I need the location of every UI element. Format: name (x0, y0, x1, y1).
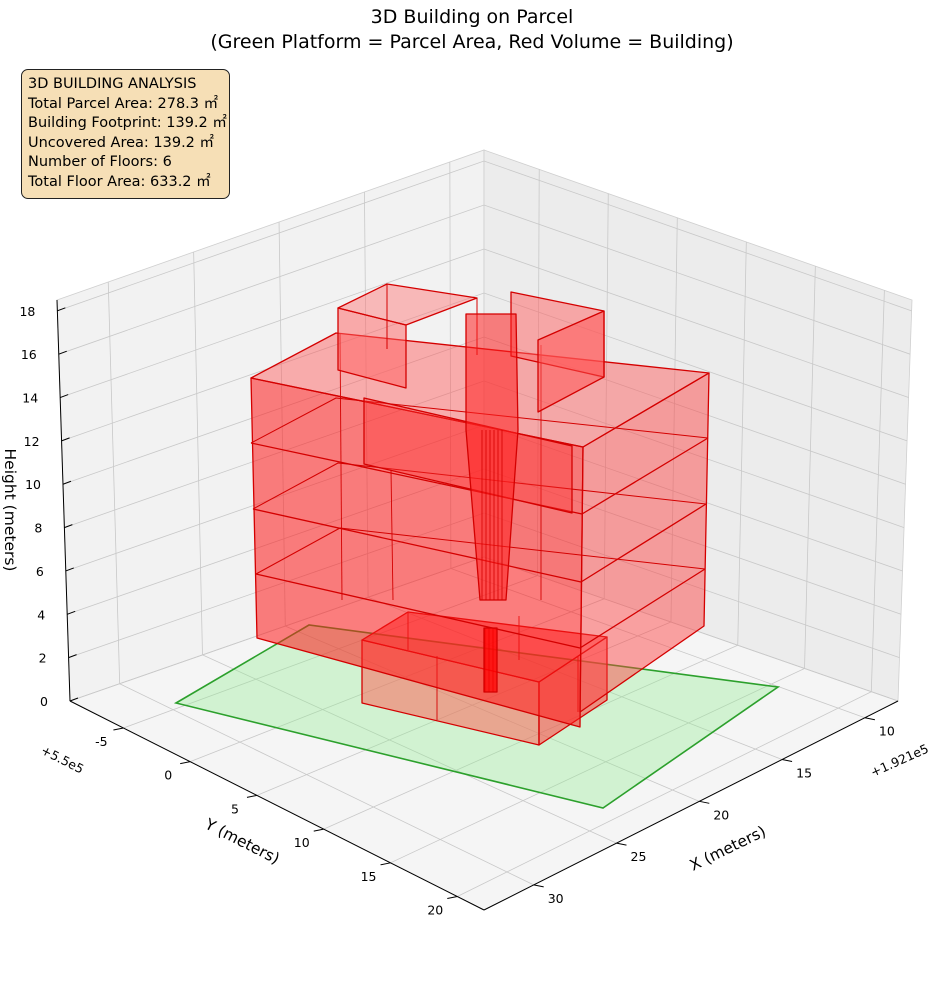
y-tick-label: 10 (294, 835, 310, 850)
y-axis-label: Y (meters) (201, 815, 282, 868)
z-grid-line (57, 160, 912, 312)
z-grid-line (60, 248, 909, 398)
column-base (483, 627, 498, 693)
y-offset-label: +5.5e5 (39, 742, 87, 776)
building-volume (250, 283, 710, 746)
z-grid-line (61, 292, 908, 442)
z-tick-label: 18 (19, 304, 35, 319)
y-tick-mark (246, 794, 258, 798)
x-tick-label: 10 (879, 724, 895, 739)
chart-subtitle: (Green Platform = Parcel Area, Red Volum… (210, 31, 734, 53)
y-tick-label: 20 (427, 903, 443, 918)
info-heading: 3D BUILDING ANALYSIS (28, 76, 197, 92)
x-tick-mark (699, 800, 710, 804)
x-axis-label: X (meters) (687, 822, 769, 874)
z-tick-mark (64, 524, 73, 529)
z-tick-mark (67, 610, 76, 615)
info-parcel-area: Total Parcel Area: 278.3 ㎡ (28, 95, 219, 112)
info-uncovered-area: Uncovered Area: 139.2 ㎡ (28, 134, 215, 151)
y-grid-line (457, 290, 885, 897)
y-tick-label: 5 (231, 801, 239, 816)
x-tick-mark (616, 842, 627, 846)
z-tick-label: 4 (37, 607, 45, 622)
z-tick-label: 8 (34, 521, 42, 536)
x-grid-line (107, 281, 534, 886)
y-grid-line (390, 266, 816, 864)
y-tick-mark (180, 761, 191, 765)
z-tick-mark (58, 350, 67, 355)
z-grid-line (58, 204, 911, 355)
x-ticks: 10 15 20 25 30 (533, 717, 895, 906)
x-tick-mark (781, 759, 793, 763)
x-grid-line (193, 251, 617, 844)
y-tick-label: -5 (95, 734, 107, 749)
y-axis-line (69, 700, 485, 911)
z-tick-mark (61, 437, 70, 442)
x-offset-label: +1.921e5 (868, 741, 931, 780)
info-footprint: Building Footprint: 139.2 ㎡ (28, 115, 227, 131)
z-tick-mark (57, 307, 66, 312)
x-tick-label: 20 (713, 807, 729, 822)
y-tick-mark (447, 896, 458, 900)
y-tick-mark (313, 828, 324, 832)
y-tick-mark (113, 727, 124, 731)
info-floor-area: Total Floor Area: 633.2 ㎡ (28, 173, 211, 190)
z-tick-label: 14 (22, 391, 38, 406)
y-grid-line (323, 241, 747, 830)
central-column (465, 313, 519, 601)
z-axis-line (56, 299, 71, 702)
x-axis-line (483, 700, 899, 911)
z-tick-mark (69, 697, 79, 702)
x-tick-label: 25 (631, 849, 647, 864)
x-tick-mark (533, 884, 544, 888)
y-ticks: -5 0 5 10 15 20 (95, 727, 458, 918)
z-tick-label: 12 (24, 434, 40, 449)
z-tick-label: 2 (39, 651, 47, 666)
x-tick-label: 15 (796, 766, 812, 781)
info-floors: Number of Floors: 6 (28, 154, 172, 170)
z-tick-label: 0 (40, 694, 48, 709)
z-tick-label: 16 (21, 347, 37, 362)
z-axis-label: Height (meters) (1, 449, 19, 572)
analysis-info-box: 3D BUILDING ANALYSIS Total Parcel Area: … (21, 69, 230, 199)
y-tick-label: 15 (361, 869, 377, 884)
z-tick-mark (59, 394, 69, 399)
roof-box-right-side (537, 310, 605, 413)
z-tick-label: 10 (25, 477, 41, 492)
z-tick-label: 6 (36, 564, 44, 579)
z-tick-mark (65, 567, 74, 572)
y-tick-label: 0 (164, 768, 172, 783)
chart-title: 3D Building on Parcel (370, 6, 574, 28)
z-ticks: 0 2 4 6 8 10 12 14 16 18 (19, 304, 79, 709)
y-grid-line (256, 217, 678, 796)
y-grid-line (190, 193, 609, 763)
x-tick-label: 30 (548, 891, 564, 906)
z-tick-mark (62, 480, 72, 485)
y-tick-mark (380, 862, 391, 866)
z-tick-mark (68, 654, 77, 659)
x-tick-mark (864, 717, 875, 721)
